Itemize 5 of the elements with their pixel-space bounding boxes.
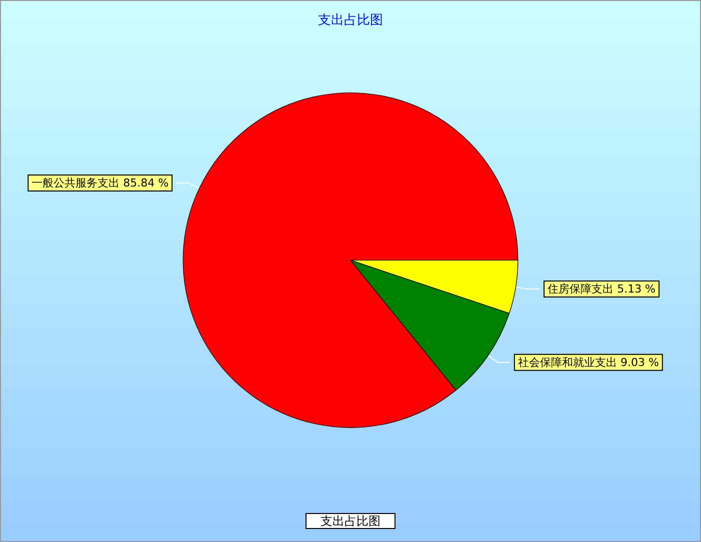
text: 支出占比图 bbox=[320, 514, 380, 528]
slice-label: 社会保障和就业支出 9.03 % bbox=[518, 356, 659, 369]
slice-label: 一般公共服务支出 85.84 % bbox=[32, 176, 169, 190]
chart-title: 支出占比图 bbox=[318, 13, 383, 28]
slice-label: 住房保障支出 5.13 % bbox=[548, 282, 656, 296]
